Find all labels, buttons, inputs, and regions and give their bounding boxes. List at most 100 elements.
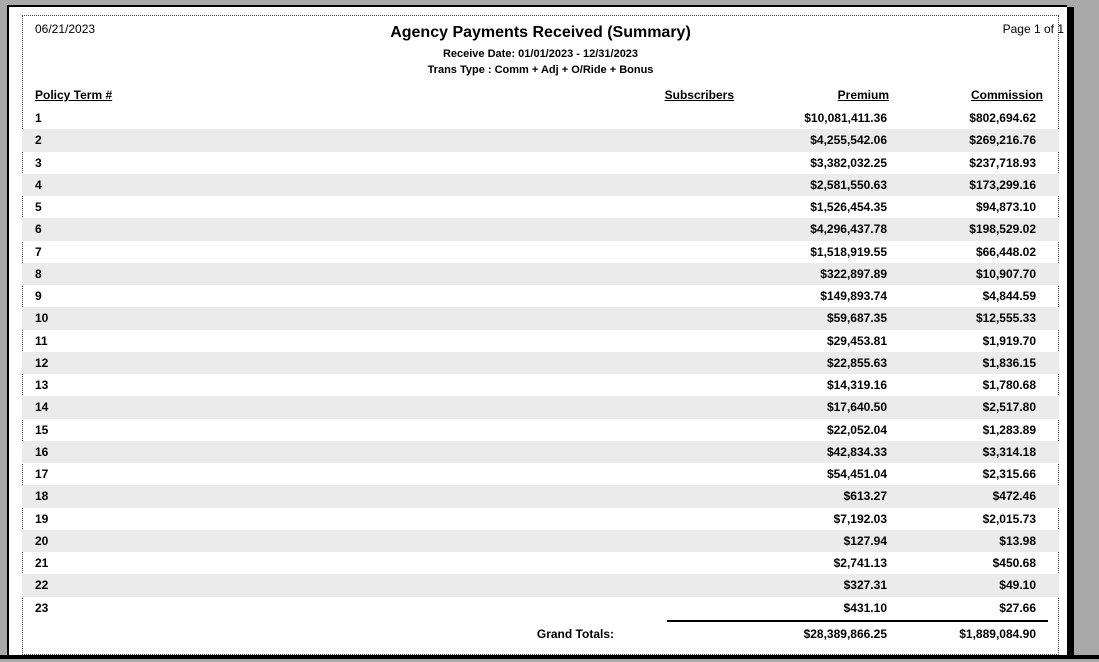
grand-total-commission: $1,889,084.90 [959,626,1036,641]
cell-term: 8 [35,266,42,281]
report-date: 06/21/2023 [35,22,96,36]
cell-premium: $1,518,919.55 [810,244,887,259]
cell-premium: $327.31 [843,578,887,593]
table-row: 1 $10,081,411.36 $802,694.62 [22,107,1059,129]
cell-commission: $198,529.02 [969,222,1036,237]
cell-term: 6 [35,222,42,237]
cell-premium: $54,451.04 [826,467,887,481]
table-row: 9 $149,893.74 $4,844.59 [22,285,1059,307]
trans-type-filter: Trans Type : Comm + Adj + O/Ride + Bonus [427,64,654,76]
cell-commission: $237,718.93 [969,155,1036,170]
cell-commission: $94,873.10 [975,200,1036,214]
grand-totals-label: Grand Totals: [536,626,614,641]
table-row: 8 $322,897.89 $10,907.70 [22,262,1059,285]
cell-commission: $13.98 [999,533,1036,548]
payments-table: Policy Term # Subscribers Premium Commis… [22,87,1059,641]
cell-term: 4 [35,177,42,192]
cell-commission: $472.46 [992,489,1036,504]
cell-premium: $10,081,411.36 [804,111,887,125]
column-header-commission: Commission [970,88,1043,102]
cell-premium: $22,052.04 [826,422,887,437]
cell-commission: $2,015.73 [982,511,1036,526]
table-row: 13 $14,319.16 $1,780.68 [22,374,1059,396]
cell-commission: $66,448.02 [975,244,1036,259]
cell-commission: $4,844.59 [982,289,1036,303]
cell-commission: $269,216.76 [969,133,1036,148]
cell-premium: $4,296,437.78 [810,222,887,237]
cell-term: 1 [35,111,42,125]
cell-premium: $2,741.13 [833,556,887,570]
cell-premium: $2,581,550.63 [810,177,887,192]
cell-premium: $322,897.89 [820,266,887,281]
cell-term: 3 [35,155,42,170]
cell-term: 15 [35,422,49,437]
column-header-premium: Premium [837,88,889,102]
window-bottom-edge [0,655,1099,659]
cell-commission: $10,907.70 [975,266,1036,281]
receive-date-range: Receive Date: 01/01/2023 - 12/31/2023 [442,48,639,60]
cell-term: 9 [35,289,42,303]
cell-premium: $127.94 [843,533,887,548]
cell-commission: $2,517.80 [982,400,1036,415]
report-page: 06/21/2023 Page 1 of 1 Agency Payments R… [7,5,1067,655]
cell-term: 17 [35,467,49,481]
cell-premium: $613.27 [843,489,887,504]
table-row: 7 $1,518,919.55 $66,448.02 [22,241,1059,263]
cell-premium: $3,382,032.25 [810,155,887,170]
cell-commission: $49.10 [999,578,1036,593]
table-row: 22 $327.31 $49.10 [22,574,1059,597]
column-header-subscribers: Subscribers [664,88,734,102]
cell-premium: $1,526,454.35 [810,200,887,214]
cell-premium: $4,255,542.06 [810,133,887,148]
table-row: 17 $54,451.04 $2,315.66 [22,463,1059,485]
cell-commission: $3,314.18 [982,444,1036,459]
grand-totals-rule [667,620,1048,622]
cell-premium: $149,893.74 [820,289,887,303]
cell-premium: $29,453.81 [826,333,887,348]
table-header-row: Policy Term # Subscribers Premium Commis… [22,87,1059,107]
cell-commission: $2,315.66 [982,467,1036,481]
cell-term: 20 [35,533,49,548]
table-row: 14 $17,640.50 $2,517.80 [22,396,1059,419]
cell-commission: $802,694.62 [969,111,1036,125]
table-row: 16 $42,834.33 $3,314.18 [22,440,1059,463]
cell-premium: $431.10 [843,600,887,615]
table-row: 19 $7,192.03 $2,015.73 [22,508,1059,530]
cell-term: 10 [35,311,49,326]
cell-term: 16 [35,444,49,459]
cell-term: 21 [35,556,49,570]
table-row: 23 $431.10 $27.66 [22,597,1059,619]
table-row: 12 $22,855.63 $1,836.15 [22,351,1059,374]
cell-premium: $17,640.50 [826,400,887,415]
cell-commission: $173,299.16 [969,177,1036,192]
table-row: 2 $4,255,542.06 $269,216.76 [22,129,1059,152]
cell-premium: $42,834.33 [826,444,887,459]
grand-total-premium: $28,389,866.25 [803,626,887,641]
cell-term: 13 [35,378,49,392]
table-row: 6 $4,296,437.78 $198,529.02 [22,218,1059,241]
table-body: 1 $10,081,411.36 $802,694.62 2 $4,255,542.06… [22,107,1059,619]
cell-term: 7 [35,244,42,259]
cell-term: 11 [35,333,48,348]
cell-term: 22 [35,578,49,593]
page-drop-shadow [1067,7,1074,655]
page-indicator: Page 1 of 1 [1002,22,1064,36]
table-row: 10 $59,687.35 $12,555.33 [22,307,1059,330]
print-margin-border [22,15,1059,655]
cell-term: 5 [35,200,42,214]
table-row: 18 $613.27 $472.46 [22,485,1059,508]
cell-term: 19 [35,511,49,526]
column-header-policy-term: Policy Term # [35,88,113,102]
cell-premium: $59,687.35 [826,311,887,326]
cell-commission: $1,919.70 [982,333,1036,348]
cell-term: 12 [35,355,49,370]
report-header: Agency Payments Received (Summary) Recei… [22,24,1059,76]
table-row: 5 $1,526,454.35 $94,873.10 [22,196,1059,218]
cell-commission: $1,836.15 [982,355,1036,370]
table-row: 4 $2,581,550.63 $173,299.16 [22,173,1059,196]
cell-term: 14 [35,400,49,415]
cell-commission: $1,283.89 [982,422,1036,437]
grand-totals-row: Grand Totals: $28,389,866.25 $1,889,084.… [22,623,1059,645]
cell-term: 23 [35,600,49,615]
cell-commission: $27.66 [999,600,1036,615]
